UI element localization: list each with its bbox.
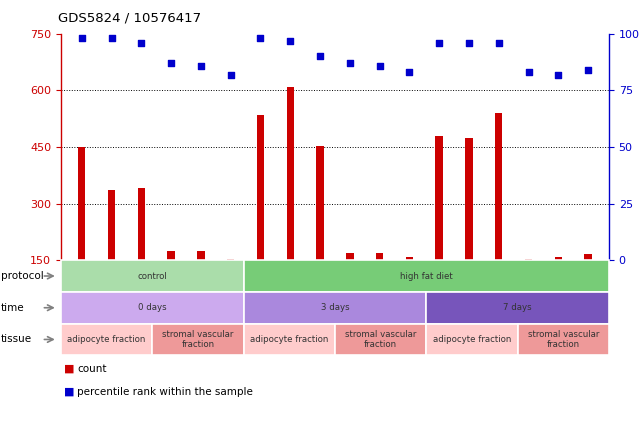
Text: time: time <box>1 303 24 313</box>
Text: 3 days: 3 days <box>320 303 349 312</box>
Point <box>226 71 236 78</box>
Point <box>404 69 415 76</box>
Point <box>434 39 444 46</box>
Text: ■: ■ <box>64 387 74 397</box>
Text: control: control <box>137 272 167 280</box>
Bar <box>197 251 204 317</box>
Bar <box>406 257 413 317</box>
Text: adipocyte fraction: adipocyte fraction <box>67 335 146 344</box>
Bar <box>376 253 383 317</box>
Point <box>315 53 325 60</box>
Point <box>136 39 146 46</box>
Text: protocol: protocol <box>1 271 44 281</box>
Bar <box>554 257 562 317</box>
Point <box>166 60 176 67</box>
Point <box>106 35 117 42</box>
Bar <box>346 253 354 317</box>
Point <box>553 71 563 78</box>
Text: GDS5824 / 10576417: GDS5824 / 10576417 <box>58 12 201 25</box>
Text: stromal vascular
fraction: stromal vascular fraction <box>528 330 599 349</box>
Point <box>345 60 355 67</box>
Bar <box>435 137 443 317</box>
Bar <box>257 115 264 317</box>
Point <box>255 35 265 42</box>
Bar <box>108 190 115 317</box>
Bar <box>287 87 294 317</box>
Bar <box>465 137 472 317</box>
Text: count: count <box>77 364 106 374</box>
Text: percentile rank within the sample: percentile rank within the sample <box>77 387 253 397</box>
Point <box>524 69 534 76</box>
Point <box>285 37 296 44</box>
Text: adipocyte fraction: adipocyte fraction <box>250 335 328 344</box>
Text: stromal vascular
fraction: stromal vascular fraction <box>345 330 416 349</box>
Point <box>374 62 385 69</box>
Bar <box>316 146 324 317</box>
Text: tissue: tissue <box>1 335 32 344</box>
Text: stromal vascular
fraction: stromal vascular fraction <box>162 330 233 349</box>
Point <box>583 67 593 74</box>
Point <box>464 39 474 46</box>
Bar <box>78 147 85 317</box>
Point <box>494 39 504 46</box>
Bar <box>525 259 532 317</box>
Text: high fat diet: high fat diet <box>400 272 453 280</box>
Text: ■: ■ <box>64 364 74 374</box>
Bar <box>227 259 235 317</box>
Point <box>196 62 206 69</box>
Point <box>77 35 87 42</box>
Bar <box>495 113 503 317</box>
Bar <box>138 189 145 317</box>
Text: 7 days: 7 days <box>503 303 532 312</box>
Bar <box>167 251 175 317</box>
Text: 0 days: 0 days <box>138 303 167 312</box>
Text: adipocyte fraction: adipocyte fraction <box>433 335 511 344</box>
Bar <box>585 255 592 317</box>
